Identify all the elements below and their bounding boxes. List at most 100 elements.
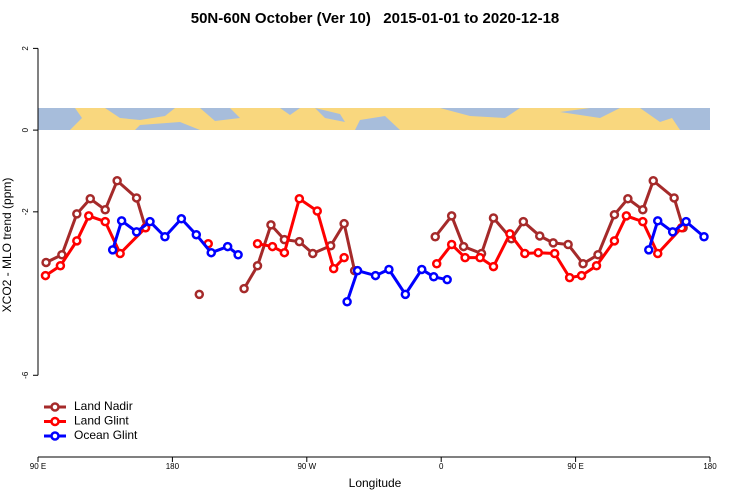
point bbox=[578, 258, 588, 269]
point bbox=[72, 236, 82, 246]
chart-title: 50N-60N October (Ver 10) 2015-01-01 to 2… bbox=[191, 10, 560, 27]
x-tick-label: 90 E bbox=[30, 462, 46, 471]
point bbox=[475, 252, 485, 263]
point bbox=[520, 248, 530, 259]
point bbox=[681, 216, 691, 227]
x-tick-label: 90 E bbox=[567, 462, 583, 471]
point bbox=[252, 261, 263, 271]
point bbox=[84, 211, 94, 221]
point bbox=[446, 239, 457, 250]
x-tick-label: 180 bbox=[703, 462, 717, 471]
point bbox=[294, 236, 305, 247]
point bbox=[488, 261, 499, 272]
point bbox=[428, 272, 439, 282]
point bbox=[107, 245, 118, 255]
point bbox=[112, 176, 122, 186]
series-line bbox=[111, 216, 705, 303]
point bbox=[131, 193, 142, 203]
point bbox=[308, 248, 318, 259]
point bbox=[294, 194, 305, 204]
legend-label: Land Glint bbox=[74, 414, 129, 428]
point bbox=[644, 245, 654, 255]
point bbox=[699, 232, 709, 242]
point bbox=[533, 247, 544, 258]
map-strip bbox=[38, 108, 710, 130]
point bbox=[488, 213, 499, 223]
point bbox=[342, 296, 352, 307]
point bbox=[563, 239, 573, 250]
legend-marker bbox=[50, 416, 60, 427]
point bbox=[370, 270, 381, 281]
point bbox=[442, 274, 452, 285]
point bbox=[535, 231, 545, 241]
point bbox=[339, 252, 349, 263]
legend-marker bbox=[50, 402, 60, 412]
point bbox=[652, 216, 663, 226]
point bbox=[116, 216, 127, 226]
point bbox=[145, 216, 155, 227]
point bbox=[564, 272, 575, 283]
point bbox=[267, 241, 278, 252]
point bbox=[669, 193, 679, 203]
point bbox=[252, 238, 263, 249]
point bbox=[176, 214, 187, 224]
point bbox=[72, 209, 82, 219]
point bbox=[518, 216, 529, 227]
legend-marker bbox=[50, 431, 60, 441]
point bbox=[623, 194, 633, 204]
point bbox=[548, 238, 558, 248]
x-tick-label: 0 bbox=[439, 462, 444, 471]
point bbox=[160, 232, 170, 242]
point bbox=[505, 229, 515, 239]
point bbox=[431, 258, 442, 269]
x-tick-label: 90 W bbox=[297, 462, 316, 471]
point bbox=[460, 252, 470, 263]
legend-label: Land Nadir bbox=[74, 399, 133, 413]
x-axis-label: Longitude bbox=[349, 476, 402, 490]
x-tick-label: 180 bbox=[166, 462, 180, 471]
point bbox=[328, 263, 339, 274]
point bbox=[576, 270, 587, 281]
point bbox=[40, 270, 51, 281]
point bbox=[609, 236, 620, 246]
point bbox=[591, 261, 602, 271]
point bbox=[638, 205, 648, 215]
point bbox=[41, 257, 51, 268]
point bbox=[621, 211, 632, 221]
point bbox=[115, 248, 125, 259]
point bbox=[100, 216, 110, 227]
y-tick-label: 0 bbox=[21, 127, 30, 132]
point bbox=[194, 289, 205, 300]
point bbox=[191, 229, 202, 240]
point bbox=[352, 265, 363, 276]
point bbox=[648, 176, 659, 186]
point bbox=[100, 205, 110, 215]
point bbox=[233, 249, 243, 260]
y-axis-label: XCO2 - MLO trend (ppm) bbox=[0, 178, 14, 313]
point bbox=[609, 209, 620, 220]
point bbox=[239, 283, 249, 294]
point bbox=[131, 227, 142, 237]
legend-label: Ocean Glint bbox=[74, 428, 138, 442]
point bbox=[458, 241, 469, 252]
y-tick-label: -6 bbox=[21, 371, 30, 379]
point bbox=[312, 206, 323, 216]
point bbox=[430, 232, 440, 242]
point bbox=[549, 248, 560, 259]
point bbox=[222, 241, 233, 252]
point bbox=[55, 261, 66, 271]
y-tick-label: 2 bbox=[21, 46, 30, 51]
point bbox=[593, 249, 603, 260]
point bbox=[339, 218, 349, 229]
point bbox=[57, 249, 67, 260]
point bbox=[85, 194, 96, 204]
point bbox=[446, 211, 457, 221]
point bbox=[384, 264, 394, 275]
point bbox=[667, 227, 678, 237]
point bbox=[638, 216, 648, 227]
y-tick-label: -2 bbox=[21, 208, 30, 216]
point bbox=[400, 289, 411, 300]
point bbox=[266, 220, 276, 230]
